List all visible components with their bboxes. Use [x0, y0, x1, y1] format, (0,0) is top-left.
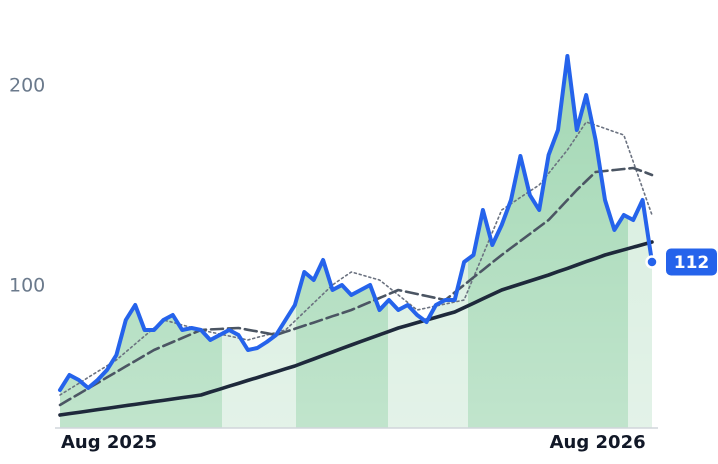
series-line	[58, 166, 654, 407]
series-line	[58, 54, 654, 392]
x-tick-label: Aug 2025	[61, 432, 157, 453]
y-tick-label: 200	[9, 75, 45, 97]
series-line	[58, 240, 654, 417]
last-value-label: 112	[674, 253, 710, 273]
x-tick-label: Aug 2026	[550, 432, 646, 453]
last-point	[645, 255, 659, 269]
last-value-badge	[666, 248, 717, 276]
y-tick-label: 100	[9, 275, 45, 297]
